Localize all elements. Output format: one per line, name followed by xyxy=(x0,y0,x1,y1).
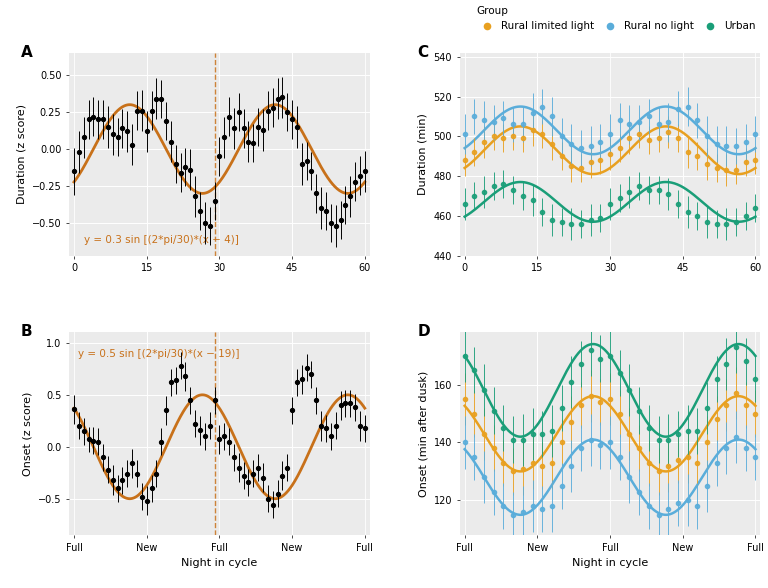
X-axis label: Night in cycle: Night in cycle xyxy=(181,558,257,568)
Text: C: C xyxy=(418,45,429,60)
Y-axis label: Onset (min after dusk): Onset (min after dusk) xyxy=(418,370,428,497)
X-axis label: Night in cycle: Night in cycle xyxy=(572,558,648,568)
Text: A: A xyxy=(21,45,33,60)
Y-axis label: Onset (z score): Onset (z score) xyxy=(22,392,32,476)
Text: B: B xyxy=(21,325,33,339)
Text: y = 0.5 sin [(2*pi/30)*(x − 19)]: y = 0.5 sin [(2*pi/30)*(x − 19)] xyxy=(78,349,240,359)
Text: D: D xyxy=(418,325,430,339)
Y-axis label: Duration (min): Duration (min) xyxy=(418,113,428,195)
Y-axis label: Duration (z score): Duration (z score) xyxy=(16,104,26,204)
Legend: Rural limited light, Rural no light, Urban: Rural limited light, Rural no light, Urb… xyxy=(472,2,760,35)
Text: y = 0.3 sin [(2*pi/30)*(x − 4)]: y = 0.3 sin [(2*pi/30)*(x − 4)] xyxy=(84,235,239,245)
